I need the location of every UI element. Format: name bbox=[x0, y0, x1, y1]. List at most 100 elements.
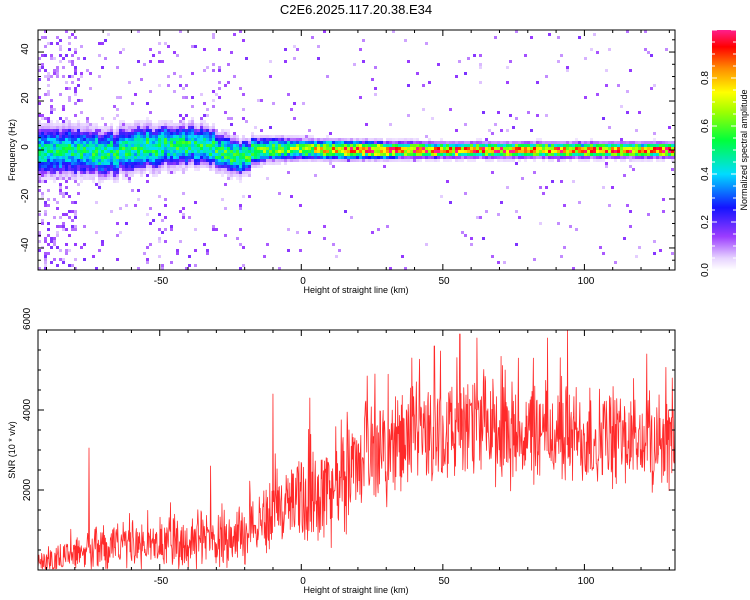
heatmap-cell bbox=[227, 135, 230, 138]
heatmap-cell bbox=[101, 117, 104, 120]
heatmap-cell bbox=[407, 114, 410, 117]
heatmap-cell bbox=[137, 129, 140, 132]
heatmap-cell bbox=[374, 93, 377, 96]
heatmap-cell bbox=[419, 150, 422, 153]
heatmap-cell bbox=[365, 153, 368, 156]
heatmap-cell bbox=[629, 210, 632, 213]
heatmap-cell bbox=[308, 231, 311, 234]
heatmap-cell bbox=[233, 144, 236, 147]
heatmap-cell bbox=[86, 177, 89, 180]
heatmap-cell bbox=[290, 108, 293, 111]
heatmap-cell bbox=[146, 150, 149, 153]
heatmap-cell bbox=[326, 153, 329, 156]
heatmap-cell bbox=[107, 135, 110, 138]
heatmap-cell bbox=[278, 153, 281, 156]
heatmap-cell bbox=[416, 159, 419, 162]
heatmap-cell bbox=[479, 153, 482, 156]
heatmap-cell bbox=[38, 177, 41, 180]
heatmap-cell bbox=[242, 150, 245, 153]
heatmap-cell bbox=[188, 135, 191, 138]
heatmap-cell bbox=[80, 180, 83, 183]
heatmap-cell bbox=[668, 126, 671, 129]
heatmap-cell bbox=[38, 57, 41, 60]
heatmap-cell bbox=[572, 267, 575, 270]
heatmap-cell bbox=[122, 165, 125, 168]
heatmap-cell bbox=[317, 150, 320, 153]
heatmap-cell bbox=[437, 159, 440, 162]
heatmap-cell bbox=[62, 141, 65, 144]
heatmap-cell bbox=[452, 153, 455, 156]
heatmap-cell bbox=[182, 87, 185, 90]
heatmap-cell bbox=[236, 144, 239, 147]
heatmap-cell bbox=[389, 138, 392, 141]
heatmap-cell bbox=[62, 168, 65, 171]
heatmap-cell bbox=[104, 57, 107, 60]
heatmap-cell bbox=[473, 144, 476, 147]
heatmap-cell bbox=[149, 60, 152, 63]
heatmap-cell bbox=[128, 153, 131, 156]
heatmap-cell bbox=[71, 150, 74, 153]
heatmap-cell bbox=[128, 156, 131, 159]
heatmap-cell bbox=[449, 108, 452, 111]
heatmap-cell bbox=[137, 30, 140, 33]
heatmap-cell bbox=[371, 150, 374, 153]
heatmap-cell bbox=[452, 147, 455, 150]
heatmap-cell bbox=[218, 168, 221, 171]
heatmap-cell bbox=[650, 87, 653, 90]
heatmap-cell bbox=[98, 129, 101, 132]
heatmap-cell bbox=[215, 141, 218, 144]
heatmap-cell bbox=[80, 135, 83, 138]
heatmap-cell bbox=[278, 150, 281, 153]
heatmap-cell bbox=[617, 147, 620, 150]
heatmap-cell bbox=[89, 132, 92, 135]
heatmap-cell bbox=[176, 123, 179, 126]
heatmap-cell bbox=[92, 144, 95, 147]
heatmap-cell bbox=[107, 144, 110, 147]
heatmap-cell bbox=[521, 144, 524, 147]
heatmap-cell bbox=[407, 150, 410, 153]
heatmap-cell bbox=[233, 174, 236, 177]
heatmap-cell bbox=[284, 60, 287, 63]
heatmap-cell bbox=[158, 84, 161, 87]
heatmap-cell bbox=[653, 141, 656, 144]
heatmap-cell bbox=[149, 90, 152, 93]
heatmap-cell bbox=[44, 129, 47, 132]
heatmap-cell bbox=[320, 147, 323, 150]
heatmap-cell bbox=[365, 147, 368, 150]
heatmap-cell bbox=[308, 135, 311, 138]
heatmap-cell bbox=[257, 156, 260, 159]
heatmap-cell bbox=[521, 177, 524, 180]
heatmap-cell bbox=[548, 150, 551, 153]
heatmap-cell bbox=[80, 246, 83, 249]
heatmap-cell bbox=[65, 171, 68, 174]
heatmap-cell bbox=[350, 147, 353, 150]
heatmap-cell bbox=[554, 153, 557, 156]
heatmap-cell bbox=[263, 150, 266, 153]
heatmap-cell bbox=[599, 144, 602, 147]
heatmap-cell bbox=[56, 162, 59, 165]
heatmap-cell bbox=[632, 141, 635, 144]
heatmap-cell bbox=[257, 138, 260, 141]
colorbar-tick-label: 0.6 bbox=[700, 119, 711, 133]
heatmap-cell bbox=[209, 159, 212, 162]
heatmap-cell bbox=[506, 159, 509, 162]
heatmap-cell bbox=[38, 168, 41, 171]
heatmap-cell bbox=[476, 147, 479, 150]
heatmap-cell bbox=[515, 117, 518, 120]
heatmap-cell bbox=[329, 153, 332, 156]
heatmap-cell bbox=[449, 159, 452, 162]
heatmap-cell bbox=[383, 147, 386, 150]
heatmap-cell bbox=[137, 141, 140, 144]
heatmap-cell bbox=[164, 138, 167, 141]
heatmap-cell bbox=[653, 138, 656, 141]
heatmap-cell bbox=[74, 162, 77, 165]
heatmap-cell bbox=[50, 174, 53, 177]
heatmap-cell bbox=[74, 165, 77, 168]
heatmap-cell bbox=[59, 132, 62, 135]
heatmap-cell bbox=[92, 162, 95, 165]
heatmap-cell bbox=[557, 36, 560, 39]
heatmap-cell bbox=[437, 153, 440, 156]
heatmap-cell bbox=[224, 183, 227, 186]
heatmap-cell bbox=[188, 156, 191, 159]
heatmap-cell bbox=[107, 168, 110, 171]
